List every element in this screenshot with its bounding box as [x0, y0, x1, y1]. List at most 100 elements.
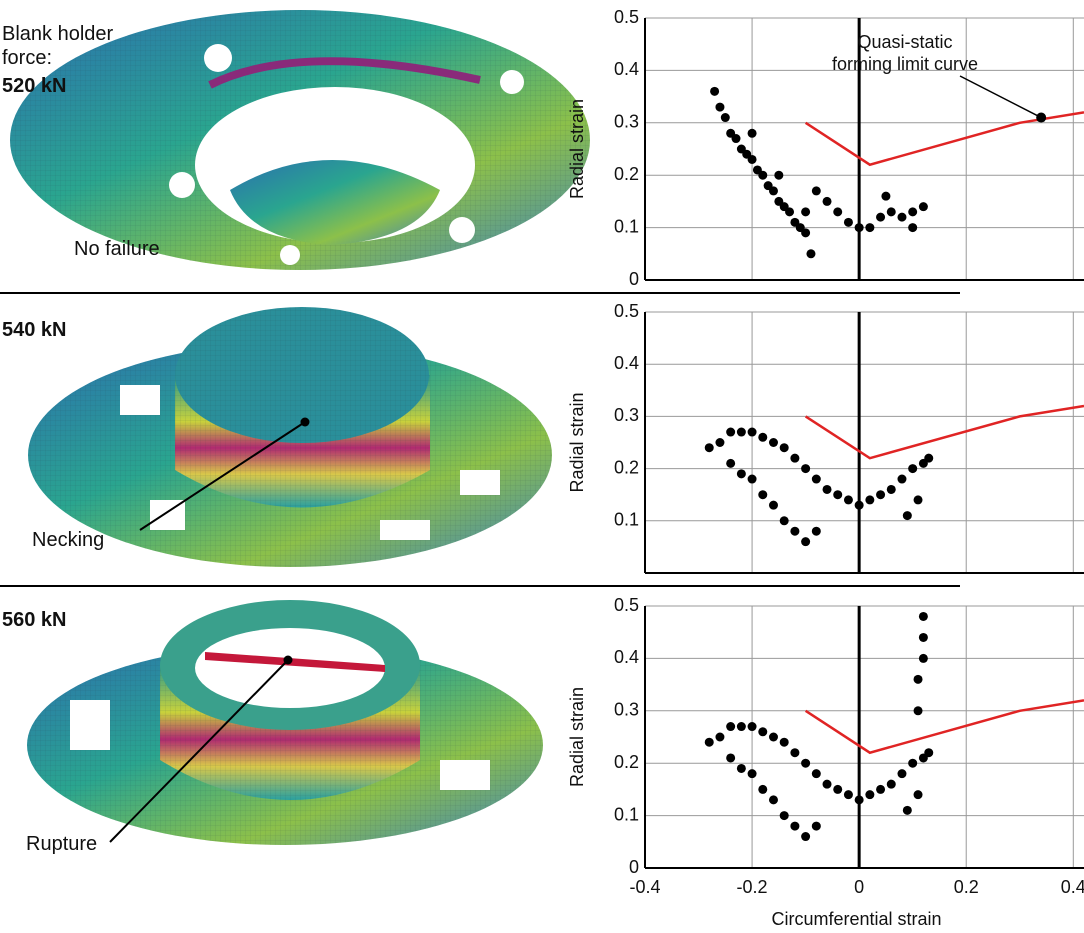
y-tick-label: 0.4 [614, 353, 639, 373]
point [774, 171, 783, 180]
point [914, 706, 923, 715]
point [785, 207, 794, 216]
y-tick-label: 0.2 [614, 164, 639, 184]
point [737, 764, 746, 773]
forming-limit-curve [806, 406, 1084, 458]
point [812, 769, 821, 778]
point [748, 769, 757, 778]
point [812, 475, 821, 484]
point [876, 785, 885, 794]
point [903, 806, 912, 815]
point [715, 438, 724, 447]
point [833, 490, 842, 499]
x-tick-label: 0.2 [954, 877, 979, 897]
point [769, 186, 778, 195]
point [914, 495, 923, 504]
render-560 [27, 600, 543, 845]
point [790, 527, 799, 536]
point [726, 722, 735, 731]
annotation-pointer [960, 76, 1041, 118]
point [758, 785, 767, 794]
force-label: 540 kN [2, 318, 67, 342]
forming-limit-curve [806, 700, 1084, 752]
point [758, 433, 767, 442]
point [823, 197, 832, 206]
point [758, 171, 767, 180]
point [726, 753, 735, 762]
point [865, 790, 874, 799]
point [855, 501, 864, 510]
point [748, 428, 757, 437]
point [897, 213, 906, 222]
point [801, 759, 810, 768]
point [908, 223, 917, 232]
point [748, 722, 757, 731]
point [780, 738, 789, 747]
note: Rupture [26, 832, 97, 856]
point [924, 454, 933, 463]
note: Necking [32, 528, 104, 552]
figure: 00.10.20.30.40.5Radial strainQuasi-stati… [0, 0, 1084, 933]
y-tick-label: 0.1 [614, 804, 639, 824]
y-tick-label: 0.3 [614, 112, 639, 132]
point [801, 228, 810, 237]
point [705, 738, 714, 747]
point [865, 495, 874, 504]
point [908, 759, 917, 768]
point [903, 511, 912, 520]
point [887, 485, 896, 494]
point [801, 537, 810, 546]
point [865, 223, 874, 232]
point [801, 207, 810, 216]
y-tick-label: 0.1 [614, 510, 639, 530]
point [876, 213, 885, 222]
point [726, 459, 735, 468]
point [790, 822, 799, 831]
y-tick-label: 0.5 [614, 301, 639, 321]
y-tick-label: 0.1 [614, 216, 639, 236]
point [806, 249, 815, 258]
y-axis-label: Radial strain [567, 687, 587, 787]
point [897, 475, 906, 484]
point [897, 769, 906, 778]
x-tick-label: -0.2 [737, 877, 768, 897]
force-label: 520 kN [2, 74, 67, 98]
point [919, 654, 928, 663]
point [705, 443, 714, 452]
point [914, 675, 923, 684]
point [833, 207, 842, 216]
point [769, 438, 778, 447]
point [780, 443, 789, 452]
y-tick-label: 0.5 [614, 7, 639, 27]
point [780, 516, 789, 525]
point [710, 87, 719, 96]
point [737, 722, 746, 731]
force-label: 560 kN [2, 608, 67, 632]
point [812, 527, 821, 536]
y-tick-label: 0.3 [614, 700, 639, 720]
point [887, 207, 896, 216]
point [823, 780, 832, 789]
point [844, 790, 853, 799]
y-tick-label: 0.4 [614, 59, 639, 79]
point [790, 748, 799, 757]
point [844, 495, 853, 504]
point [758, 727, 767, 736]
point [855, 795, 864, 804]
point [737, 469, 746, 478]
point [769, 501, 778, 510]
y-tick-label: 0.3 [614, 405, 639, 425]
y-tick-label: 0.4 [614, 647, 639, 667]
y-axis-label: Radial strain [567, 392, 587, 492]
point [908, 207, 917, 216]
note: No failure [74, 237, 160, 261]
point [812, 822, 821, 831]
x-tick-label: 0.4 [1061, 877, 1084, 897]
point [919, 612, 928, 621]
point [924, 748, 933, 757]
point [769, 795, 778, 804]
point [855, 223, 864, 232]
annotation: forming limit curve [832, 54, 978, 74]
point [919, 202, 928, 211]
y-tick-label: 0.2 [614, 752, 639, 772]
